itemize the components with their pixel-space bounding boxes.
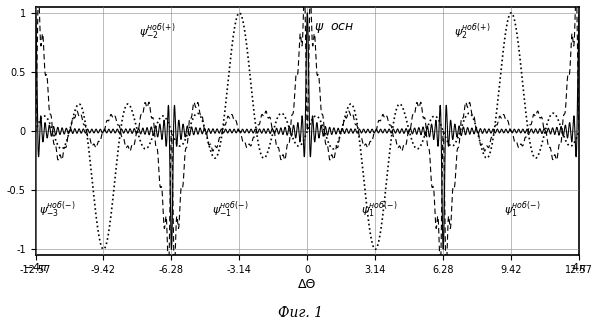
Text: $4\pi$: $4\pi$: [571, 260, 587, 273]
Text: Фиг. 1: Фиг. 1: [277, 306, 323, 320]
Text: $\psi_1^{\mathit{ноб(-)}}$: $\psi_1^{\mathit{ноб(-)}}$: [504, 200, 541, 220]
Text: $\psi$  осн: $\psi$ осн: [314, 21, 354, 35]
Text: $\psi_{-1}^{\mathit{ноб(-)}}$: $\psi_{-1}^{\mathit{ноб(-)}}$: [212, 200, 248, 220]
X-axis label: ΔΘ: ΔΘ: [298, 278, 317, 291]
Text: $\psi_{-2}^{\mathit{ноб(+)}}$: $\psi_{-2}^{\mathit{ноб(+)}}$: [139, 21, 175, 42]
Text: $\psi_2^{\mathit{ноб(+)}}$: $\psi_2^{\mathit{ноб(+)}}$: [454, 21, 491, 42]
Text: $\psi_1^{\mathit{ноб(-)}}$: $\psi_1^{\mathit{ноб(-)}}$: [361, 200, 398, 220]
Text: $-4\pi$: $-4\pi$: [23, 260, 48, 273]
Text: $\psi_{-3}^{\mathit{ноб(-)}}$: $\psi_{-3}^{\mathit{ноб(-)}}$: [39, 200, 76, 220]
